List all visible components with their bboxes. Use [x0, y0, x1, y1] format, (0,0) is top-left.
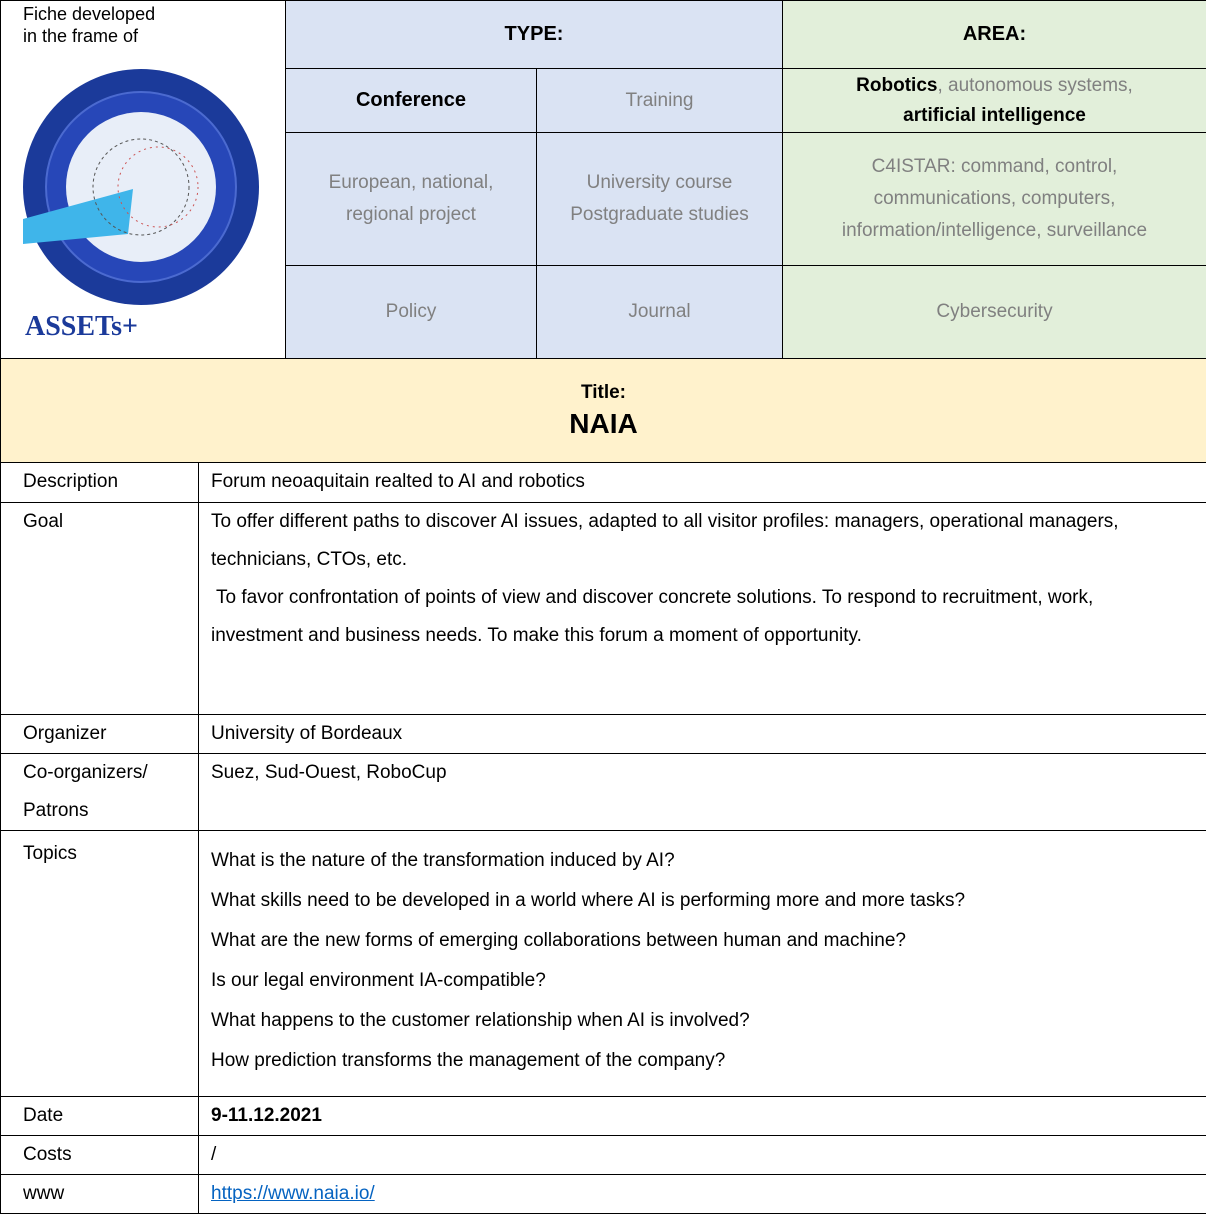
- row-value: Forum neoaquitain realted to AI and robo…: [199, 462, 1206, 502]
- topic: What are the new forms of emerging colla…: [211, 921, 1206, 961]
- logo-text: ASSETs+: [25, 311, 138, 343]
- area-bold: artificial intelligence: [903, 105, 1086, 126]
- area-header: AREA:: [783, 1, 1206, 69]
- row-label: Organizer: [1, 714, 199, 753]
- row-value: 9-11.12.2021: [199, 1096, 1206, 1135]
- title-text: NAIA: [1, 408, 1206, 440]
- area-bold: Robotics: [856, 75, 937, 96]
- row-label: Costs: [1, 1135, 199, 1174]
- caption-line: in the frame of: [23, 25, 155, 47]
- topic: What is the nature of the transformation…: [211, 841, 1206, 881]
- area-text: , autonomous systems,: [937, 75, 1132, 96]
- row-value: /: [199, 1135, 1206, 1174]
- caption-line: Fiche developed: [23, 3, 155, 25]
- area-cell: Cybersecurity: [783, 266, 1206, 359]
- row-value: Suez, Sud-Ouest, RoboCup: [199, 753, 1206, 830]
- row-label: Date: [1, 1096, 199, 1135]
- area-cell: Robotics, autonomous systems, artificial …: [783, 69, 1206, 133]
- label-line: Co-organizers/: [23, 754, 198, 792]
- goal-paragraph: To favor confrontation of points of view…: [211, 579, 1186, 655]
- title-band: Title: NAIA: [1, 359, 1206, 463]
- type-cell: Policy: [286, 266, 537, 359]
- topic: What happens to the customer relationshi…: [211, 1001, 1206, 1041]
- row-value: What is the nature of the transformation…: [199, 830, 1206, 1096]
- type-cell: Training: [537, 69, 783, 133]
- type-cell: Conference: [286, 69, 537, 133]
- row-value: To offer different paths to discover AI …: [199, 502, 1206, 714]
- type-header: TYPE:: [286, 1, 783, 69]
- row-value: https://www.naia.io/: [199, 1174, 1206, 1213]
- row-label: www: [1, 1174, 199, 1213]
- area-cell: C4ISTAR: command, control, communication…: [783, 133, 1206, 266]
- topic: Is our legal environment IA-compatible?: [211, 961, 1206, 1001]
- type-cell: Journal: [537, 266, 783, 359]
- label-line: Patrons: [23, 792, 198, 830]
- page: Fiche html, body { margin: 0; padding: 0…: [0, 0, 1206, 1189]
- logo-graphic: [23, 69, 263, 309]
- goal-paragraph: To offer different paths to discover AI …: [211, 503, 1186, 579]
- row-value: University of Bordeaux: [199, 714, 1206, 753]
- logo-cell: Fiche developed in the frame of ASSETs+: [1, 1, 286, 359]
- topic: What skills need to be developed in a wo…: [211, 881, 1206, 921]
- type-cell: University course Postgraduate studies: [537, 133, 783, 266]
- logo-caption: Fiche developed in the frame of: [23, 3, 155, 47]
- header-table: Fiche developed in the frame of ASSETs+ …: [0, 0, 1206, 463]
- row-label: Goal: [1, 502, 199, 714]
- page-body: {"header":{"logo_caption":["Fiche develo…: [0, 0, 1206, 1189]
- website-link[interactable]: https://www.naia.io/: [211, 1183, 375, 1204]
- row-label: Topics: [1, 830, 199, 1096]
- topic: How prediction transforms the management…: [211, 1041, 1206, 1081]
- title-label: Title:: [1, 382, 1206, 404]
- type-cell: European, national, regional project: [286, 133, 537, 266]
- row-label: Description: [1, 462, 199, 502]
- row-label: Co-organizers/Patrons: [1, 753, 199, 830]
